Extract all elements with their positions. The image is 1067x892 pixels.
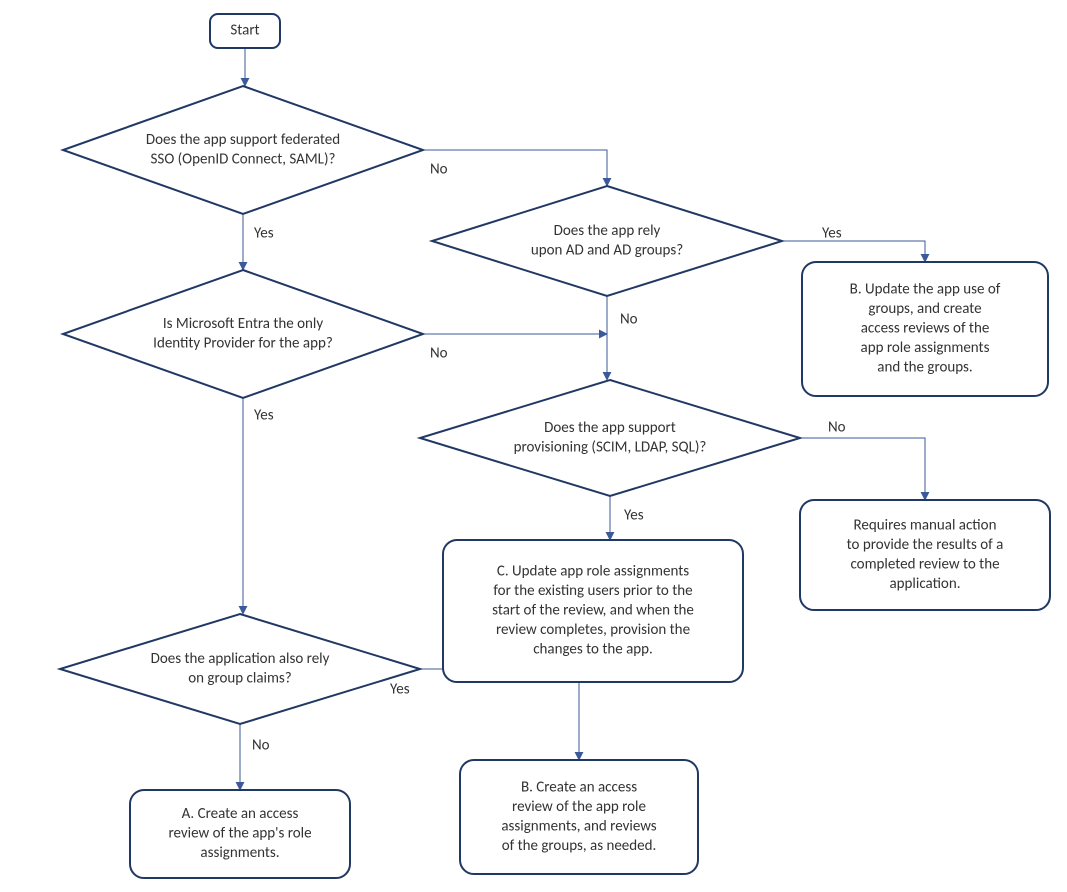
- svg-text:Identity Provider for the app?: Identity Provider for the app?: [153, 334, 333, 352]
- svg-text:review of the app's role: review of the app's role: [168, 825, 311, 843]
- edge-label: Yes: [254, 407, 274, 425]
- edge-label: Yes: [390, 681, 410, 699]
- svg-text:review of the app role: review of the app role: [512, 798, 646, 816]
- svg-text:provisioning (SCIM, LDAP, SQL): provisioning (SCIM, LDAP, SQL)?: [514, 438, 707, 456]
- svg-text:start of the review, and when: start of the review, and when the: [492, 602, 694, 620]
- svg-text:of the groups, as needed.: of the groups, as needed.: [502, 837, 657, 855]
- svg-text:B. Create an access: B. Create an access: [521, 778, 637, 796]
- svg-text:Is Microsoft Entra the only: Is Microsoft Entra the only: [163, 315, 324, 333]
- edge: [782, 241, 925, 262]
- svg-text:on group claims?: on group claims?: [188, 669, 292, 687]
- svg-text:Does the app rely: Does the app rely: [554, 222, 661, 240]
- edge-label: No: [252, 737, 270, 755]
- svg-text:review completes, provision th: review completes, provision the: [496, 621, 690, 639]
- edge-label: No: [828, 419, 846, 437]
- svg-text:assignments, and reviews: assignments, and reviews: [501, 817, 656, 835]
- svg-text:Does the app support: Does the app support: [544, 419, 676, 437]
- edge-label: No: [430, 161, 448, 179]
- svg-text:app role assignments: app role assignments: [861, 339, 990, 357]
- svg-text:Does the application also rely: Does the application also rely: [151, 650, 330, 668]
- flowchart-canvas: Yes No Yes No Yes No Yes No No Yes Start Does the a…: [0, 0, 1067, 892]
- edge: [423, 150, 607, 186]
- svg-text:access reviews of the: access reviews of the: [861, 320, 990, 338]
- svg-text:Does the app support federated: Does the app support federated: [146, 131, 340, 149]
- svg-text:completed review to the: completed review to the: [850, 555, 999, 573]
- svg-text:A. Create an access: A. Create an access: [182, 805, 299, 823]
- svg-text:B. Update the app use of: B. Update the app use of: [850, 281, 1001, 299]
- edge-label: No: [430, 345, 448, 363]
- edge-label: No: [620, 311, 638, 329]
- edge: [800, 438, 925, 500]
- edge-label: Yes: [624, 507, 644, 525]
- svg-text:Requires manual action: Requires manual action: [854, 516, 997, 534]
- svg-text:groups, and create: groups, and create: [868, 300, 981, 318]
- svg-text:and the groups.: and the groups.: [877, 359, 972, 377]
- svg-text:upon AD and AD groups?: upon AD and AD groups?: [531, 241, 683, 259]
- svg-text:assignments.: assignments.: [200, 844, 279, 862]
- svg-text:for the existing users prior t: for the existing users prior to the: [493, 582, 692, 600]
- edge-label: Yes: [822, 225, 842, 243]
- svg-text:application.: application.: [889, 575, 960, 593]
- svg-text:Start: Start: [230, 22, 259, 40]
- svg-text:C. Update app role assignments: C. Update app role assignments: [497, 563, 689, 581]
- svg-text:changes to the app.: changes to the app.: [533, 641, 653, 659]
- svg-text:SSO (OpenID Connect, SAML)?: SSO (OpenID Connect, SAML)?: [151, 150, 336, 168]
- svg-text:to provide the results of a: to provide the results of a: [847, 536, 1004, 554]
- edge-label: Yes: [254, 225, 274, 243]
